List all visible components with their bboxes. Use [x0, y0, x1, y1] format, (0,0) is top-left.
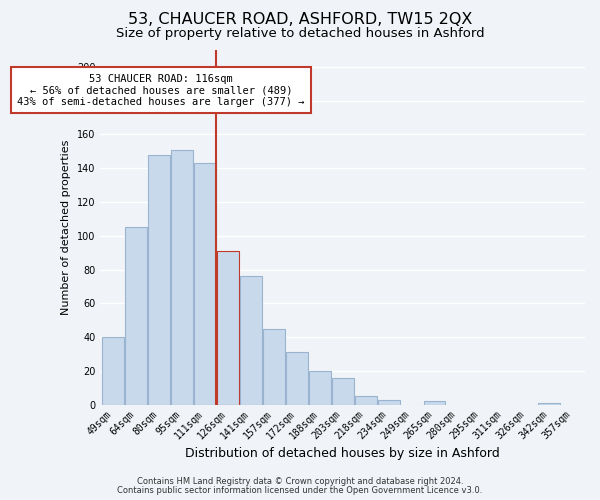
Y-axis label: Number of detached properties: Number of detached properties: [61, 140, 71, 315]
Text: 53 CHAUCER ROAD: 116sqm
← 56% of detached houses are smaller (489)
43% of semi-d: 53 CHAUCER ROAD: 116sqm ← 56% of detache…: [17, 74, 305, 107]
Bar: [102, 337, 124, 404]
Bar: [263, 328, 284, 404]
Bar: [309, 371, 331, 404]
Text: 53, CHAUCER ROAD, ASHFORD, TW15 2QX: 53, CHAUCER ROAD, ASHFORD, TW15 2QX: [128, 12, 472, 28]
Bar: [240, 276, 262, 404]
Text: Contains public sector information licensed under the Open Government Licence v3: Contains public sector information licen…: [118, 486, 482, 495]
Text: Contains HM Land Registry data © Crown copyright and database right 2024.: Contains HM Land Registry data © Crown c…: [137, 477, 463, 486]
Bar: [194, 163, 216, 404]
Text: Size of property relative to detached houses in Ashford: Size of property relative to detached ho…: [116, 28, 484, 40]
Bar: [378, 400, 400, 404]
Bar: [538, 403, 560, 404]
Bar: [148, 154, 170, 404]
Bar: [424, 401, 445, 404]
Bar: [332, 378, 353, 404]
Bar: [125, 228, 147, 404]
Bar: [171, 150, 193, 404]
Bar: [217, 251, 239, 404]
Bar: [355, 396, 377, 404]
Bar: [286, 352, 308, 405]
X-axis label: Distribution of detached houses by size in Ashford: Distribution of detached houses by size …: [185, 447, 500, 460]
